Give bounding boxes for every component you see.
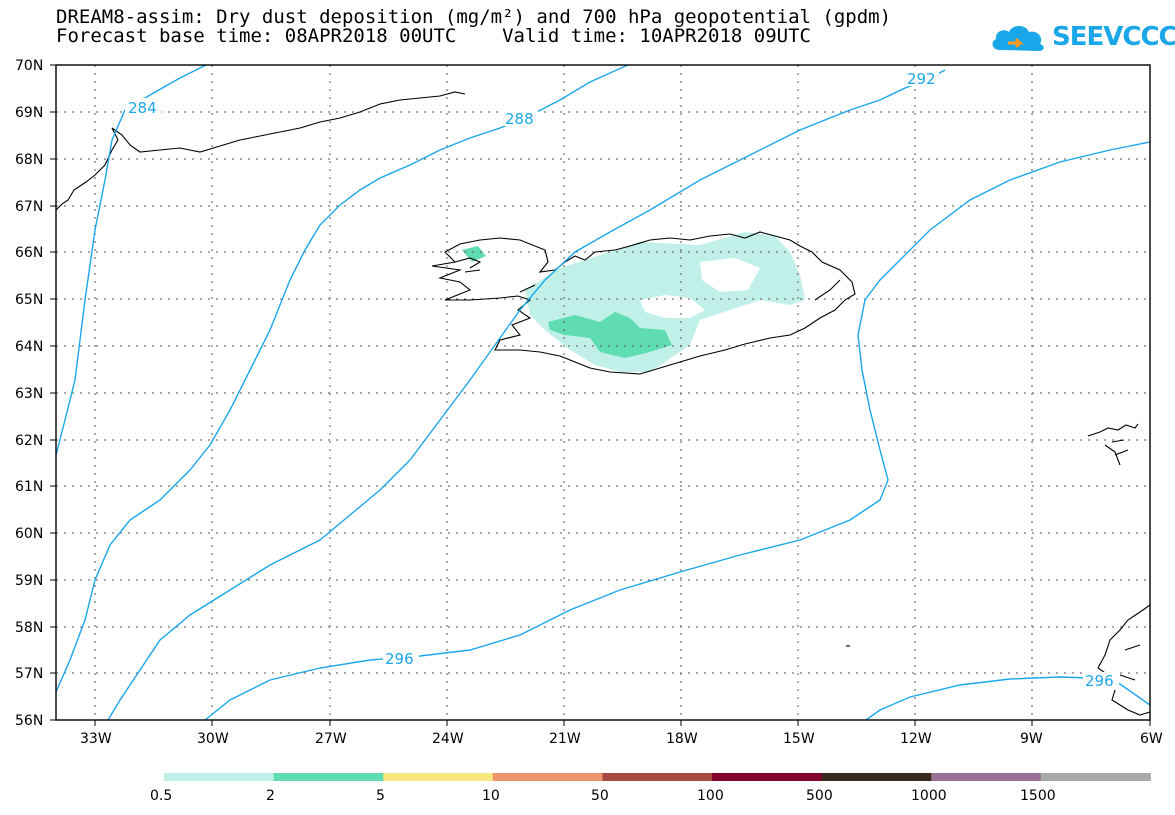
lon-label: 15W xyxy=(783,731,815,747)
contour-284-west xyxy=(55,64,629,693)
seevccc-logo: SEEVCCC xyxy=(990,18,1175,58)
legend-swatch xyxy=(712,773,823,781)
lat-label: 60N xyxy=(15,526,43,542)
lat-label: 59N xyxy=(15,573,43,589)
lat-label: 57N xyxy=(15,666,43,682)
lat-label: 67N xyxy=(15,199,43,215)
lon-label: 33W xyxy=(80,731,112,747)
legend-label: 10 xyxy=(482,788,500,804)
contour-label-group: 284 288 292 296 296 xyxy=(125,68,1119,690)
faroe-islands xyxy=(1087,423,1139,466)
lat-label: 63N xyxy=(15,386,43,402)
lon-label: 30W xyxy=(197,731,229,747)
legend-swatch xyxy=(164,773,275,781)
chart-title-line2: Forecast base time: 08APR2018 00UTC Vali… xyxy=(56,25,811,47)
iceland-coast xyxy=(431,231,856,375)
lat-label: 68N xyxy=(15,152,43,168)
legend-swatch xyxy=(821,773,932,781)
lat-label: 65N xyxy=(15,292,43,308)
legend-label: 0.5 xyxy=(150,788,172,804)
cloud-logo-icon xyxy=(992,26,1044,51)
contour-label-288: 288 xyxy=(505,110,534,128)
contour-288 xyxy=(107,69,946,721)
chart-title-line1: DREAM8-assim: Dry dust deposition (mg/m²… xyxy=(56,6,892,28)
contour-label-284: 284 xyxy=(128,99,157,117)
lat-label: 62N xyxy=(15,433,43,449)
legend-label: 500 xyxy=(806,788,833,804)
lon-label: 21W xyxy=(549,731,581,747)
dust-area-green-westfjords xyxy=(462,246,486,262)
lon-label: 18W xyxy=(666,731,698,747)
lon-label: 27W xyxy=(315,731,347,747)
logo-text: SEEVCCC xyxy=(1052,22,1175,52)
legend-label: 5 xyxy=(376,788,385,804)
dust-white-gap-2 xyxy=(700,258,760,292)
contour-label-292: 292 xyxy=(907,70,936,88)
lat-label: 64N xyxy=(15,339,43,355)
legend-swatches xyxy=(164,773,1151,781)
legend-label: 100 xyxy=(697,788,724,804)
legend-swatch xyxy=(492,773,603,781)
legend-labels: 0.5 2 5 10 50 100 500 1000 1500 xyxy=(150,788,1056,804)
legend-swatch xyxy=(273,773,384,781)
lon-label: 9W xyxy=(1020,731,1043,747)
contour-296 xyxy=(865,676,1151,721)
contour-284 xyxy=(55,64,207,456)
lat-label: 66N xyxy=(15,245,43,261)
lon-label: 6W xyxy=(1140,731,1163,747)
greenland-coast xyxy=(55,91,466,211)
longitude-labels: 33W 30W 27W 24W 21W 18W 15W 12W 9W 6W xyxy=(80,731,1163,747)
legend-swatch xyxy=(931,773,1042,781)
latitude-labels: 70N 69N 68N 67N 66N 65N 64N 63N 62N 61N … xyxy=(15,58,43,729)
lat-label: 69N xyxy=(15,105,43,121)
legend-swatch xyxy=(602,773,713,781)
axis-ticks xyxy=(50,64,1151,726)
dust-area-light-north xyxy=(640,256,700,285)
lat-label: 70N xyxy=(15,58,43,74)
graticule xyxy=(56,65,1150,720)
lon-label: 12W xyxy=(900,731,932,747)
legend-label: 2 xyxy=(266,788,275,804)
lon-label: 24W xyxy=(432,731,464,747)
iceland-fjord-detail xyxy=(454,257,841,301)
contour-label-296-east: 296 xyxy=(1085,672,1114,690)
lat-label: 61N xyxy=(15,479,43,495)
scotland-coast xyxy=(1097,604,1151,716)
lat-label: 58N xyxy=(15,620,43,636)
legend-label: 50 xyxy=(591,788,609,804)
coastlines xyxy=(55,91,1151,716)
legend-swatch xyxy=(383,773,494,781)
legend-label: 1500 xyxy=(1020,788,1056,804)
contour-label-296: 296 xyxy=(385,650,414,668)
legend-swatch xyxy=(1040,773,1151,781)
dust-white-gap xyxy=(640,295,705,318)
lat-label: 56N xyxy=(15,713,43,729)
legend-label: 1000 xyxy=(911,788,947,804)
